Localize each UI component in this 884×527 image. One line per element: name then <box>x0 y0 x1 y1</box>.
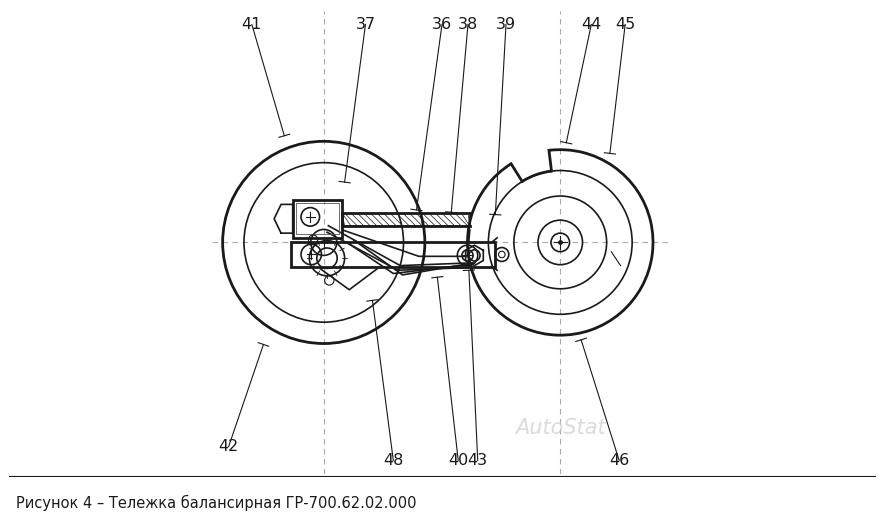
Text: 44: 44 <box>581 17 601 32</box>
Text: AutoStat: AutoStat <box>515 418 606 438</box>
Text: 43: 43 <box>468 453 488 468</box>
Text: 40: 40 <box>448 453 469 468</box>
Bar <box>292 242 495 267</box>
Text: 42: 42 <box>218 439 239 454</box>
Bar <box>293 200 342 238</box>
Text: 36: 36 <box>432 17 452 32</box>
Text: 46: 46 <box>609 453 629 468</box>
Text: 37: 37 <box>355 17 376 32</box>
Text: 38: 38 <box>458 17 478 32</box>
Text: 45: 45 <box>615 17 636 32</box>
Text: 41: 41 <box>241 17 262 32</box>
Bar <box>296 203 339 234</box>
Text: 48: 48 <box>383 453 403 468</box>
Text: Рисунок 4 – Тележка балансирная ГР-700.62.02.000: Рисунок 4 – Тележка балансирная ГР-700.6… <box>16 495 416 511</box>
Text: 39: 39 <box>496 17 516 32</box>
